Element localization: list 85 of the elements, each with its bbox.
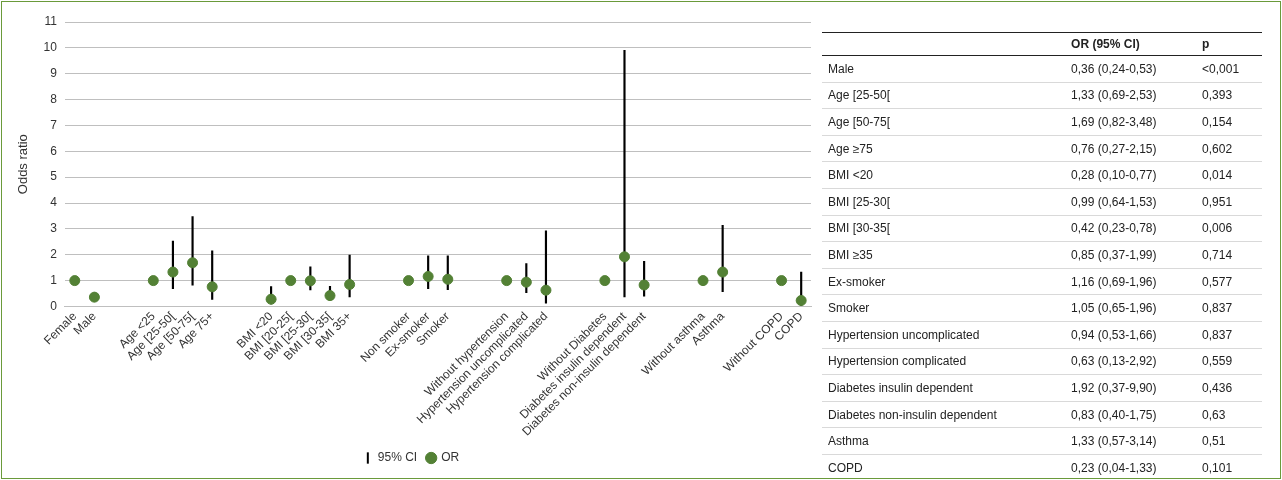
data-label: 0,42 (0,23-0,78) bbox=[1065, 215, 1197, 242]
y-tick-label: 7 bbox=[50, 117, 58, 132]
text: p bbox=[1196, 32, 1262, 56]
point bbox=[167, 266, 179, 278]
point bbox=[442, 273, 454, 285]
data-label: 0,83 (0,40-1,75) bbox=[1065, 401, 1197, 428]
y-axis-title: Odds ratio bbox=[15, 134, 31, 195]
data-label: <0,001 bbox=[1196, 55, 1262, 83]
data-label: 1,33 (0,57-3,14) bbox=[1065, 427, 1197, 455]
y-tick-label: 8 bbox=[50, 91, 58, 106]
point bbox=[147, 275, 159, 287]
data-label: 0,559 bbox=[1196, 348, 1262, 375]
point bbox=[285, 275, 297, 287]
data-label: 0,94 (0,53-1,66) bbox=[1065, 321, 1197, 349]
data-label: 1,92 (0,37-9,90) bbox=[1065, 374, 1197, 402]
category-label: Age ≥75 bbox=[822, 135, 1066, 162]
y-tick-label: 9 bbox=[50, 66, 58, 81]
point bbox=[540, 284, 552, 296]
category-label: Asthma bbox=[822, 427, 1066, 455]
y-tick-label: 1 bbox=[50, 272, 58, 287]
category-label: Age [25-50[ bbox=[822, 82, 1066, 109]
category-label: BMI <20 bbox=[822, 161, 1066, 189]
point bbox=[717, 266, 729, 278]
bar bbox=[623, 50, 626, 298]
point bbox=[206, 281, 218, 293]
point bbox=[265, 293, 277, 305]
legend-label: OR bbox=[441, 450, 460, 465]
data-label: 0,36 (0,24-0,53) bbox=[1065, 55, 1197, 83]
data-label: 0,85 (0,37-1,99) bbox=[1065, 241, 1197, 269]
data-label: 0,951 bbox=[1196, 188, 1262, 216]
data-label: 0,154 bbox=[1196, 108, 1262, 136]
data-label: 1,69 (0,82-3,48) bbox=[1065, 108, 1197, 136]
data-label: 1,16 (0,69-1,96) bbox=[1065, 268, 1197, 295]
data-label: 0,99 (0,64-1,53) bbox=[1065, 188, 1197, 216]
data-label: 0,63 (0,13-2,92) bbox=[1065, 348, 1197, 375]
y-tick-label: 10 bbox=[43, 40, 58, 55]
data-label: 0,63 bbox=[1196, 401, 1262, 428]
data-label: 0,006 bbox=[1196, 215, 1262, 242]
point bbox=[795, 295, 807, 307]
point bbox=[618, 251, 630, 263]
point bbox=[422, 270, 434, 282]
point bbox=[697, 275, 709, 287]
point bbox=[520, 276, 532, 288]
data-label: 0,101 bbox=[1196, 454, 1262, 480]
data-label: 0,436 bbox=[1196, 374, 1262, 402]
point bbox=[88, 291, 100, 303]
data-label: 0,23 (0,04-1,33) bbox=[1065, 454, 1197, 480]
point bbox=[304, 275, 316, 287]
category-label: BMI [30-35[ bbox=[822, 215, 1066, 242]
point bbox=[324, 290, 336, 302]
y-tick-label: 11 bbox=[44, 14, 58, 29]
data-label: 0,393 bbox=[1196, 82, 1262, 109]
point bbox=[344, 278, 356, 290]
category-label: Age [50-75[ bbox=[822, 108, 1066, 136]
legend-label: 95% CI bbox=[377, 450, 418, 465]
point bbox=[638, 279, 650, 291]
data-label: 0,837 bbox=[1196, 321, 1262, 349]
data-label: 0,28 (0,10-0,77) bbox=[1065, 161, 1197, 189]
category-label: Male bbox=[822, 55, 1066, 83]
y-tick-label: 3 bbox=[50, 221, 58, 236]
data-label: 1,33 (0,69-2,53) bbox=[1065, 82, 1197, 109]
point bbox=[403, 275, 415, 287]
category-label: Ex-smoker bbox=[822, 268, 1066, 295]
y-tick-label: 6 bbox=[50, 143, 58, 158]
point bbox=[776, 275, 788, 287]
data-label: 0,602 bbox=[1196, 135, 1262, 162]
category-label: BMI [25-30[ bbox=[822, 188, 1066, 216]
y-tick-label: 2 bbox=[50, 247, 58, 262]
point bbox=[187, 257, 199, 269]
y-tick-label: 0 bbox=[50, 298, 58, 313]
point bbox=[69, 275, 81, 287]
y-tick-label: 5 bbox=[50, 169, 58, 184]
data-label: 0,577 bbox=[1196, 268, 1262, 295]
point bbox=[501, 275, 513, 287]
data-label: 0,014 bbox=[1196, 161, 1262, 189]
data-label: 0,76 (0,27-2,15) bbox=[1065, 135, 1197, 162]
data-label: 0,51 bbox=[1196, 427, 1262, 455]
data-label: 0,714 bbox=[1196, 241, 1262, 269]
y-tick-label: 4 bbox=[50, 195, 58, 210]
category-label: COPD bbox=[822, 454, 1066, 480]
text: OR (95% CI) bbox=[1065, 32, 1197, 56]
data-label: 1,05 (0,65-1,96) bbox=[1065, 294, 1197, 322]
data-label: 0,837 bbox=[1196, 294, 1262, 322]
category-label: BMI ≥35 bbox=[822, 241, 1066, 269]
point bbox=[599, 275, 611, 287]
